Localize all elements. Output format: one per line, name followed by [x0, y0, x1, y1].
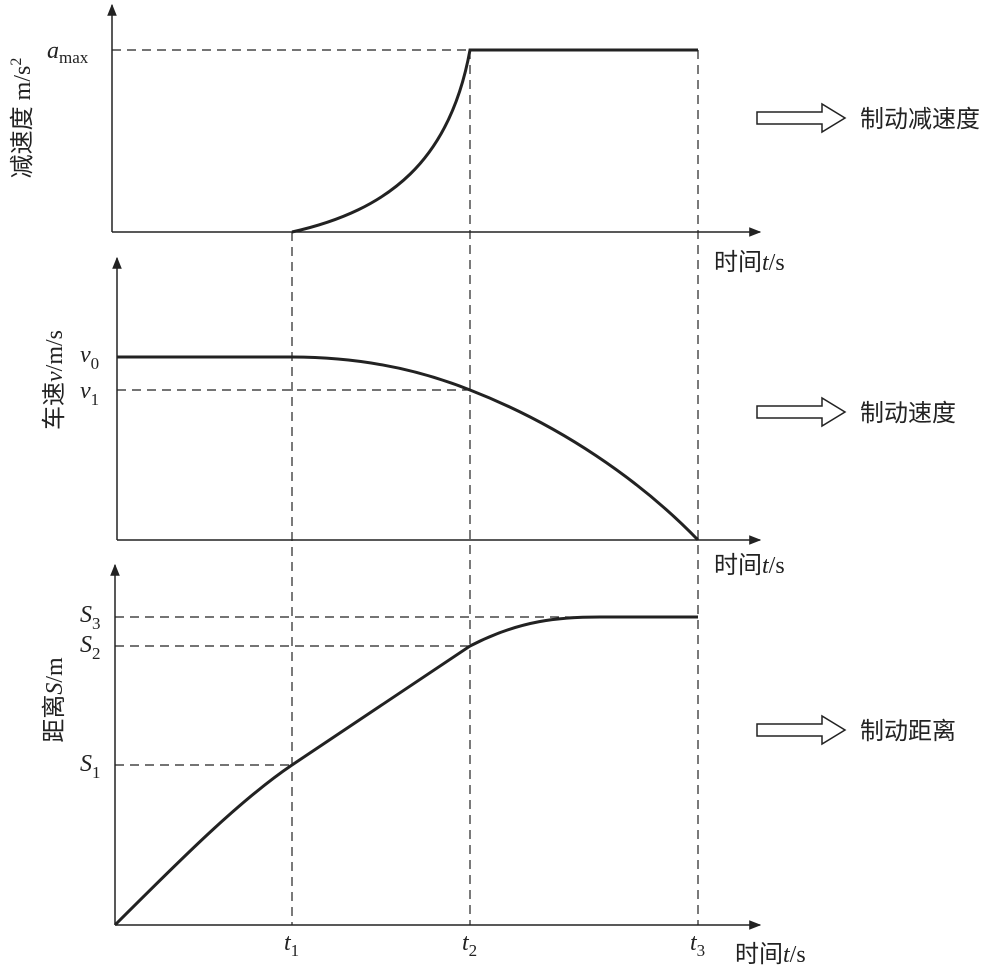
guides: [112, 49, 699, 925]
time-tick: t2: [462, 930, 477, 960]
label-part: S: [80, 602, 92, 628]
label-part: 减速度: [9, 106, 36, 178]
label-part: 1: [291, 941, 300, 960]
y-axis-label: 距离S/m: [41, 657, 68, 743]
label-part: max: [59, 48, 89, 67]
label-part: S: [80, 632, 92, 658]
curves: [113, 48, 700, 927]
label-part: t: [284, 930, 292, 956]
label-part: 3: [697, 941, 706, 960]
label-part: t: [762, 553, 770, 579]
label-part: 0: [91, 354, 100, 373]
label-part: 距离: [41, 695, 68, 743]
label-part: t: [762, 250, 770, 276]
level-label: amax: [47, 38, 89, 67]
axes: [107, 3, 762, 930]
label-part: v: [80, 378, 91, 404]
label-part: /s: [790, 942, 806, 968]
y-axis-label: 减速度 m/s2: [8, 58, 36, 179]
label-part: S: [42, 683, 68, 695]
label-part: 时间: [714, 552, 762, 579]
label-part: a: [47, 38, 59, 64]
label-part: t: [690, 930, 698, 956]
level-label: S3: [80, 602, 101, 633]
time-tick: t1: [284, 930, 299, 960]
x-axis-label: 时间t/s: [735, 941, 806, 968]
y-axis-label: 车速v/m/s: [41, 330, 68, 430]
arrows: [756, 102, 847, 746]
label-part: 1: [91, 390, 100, 409]
level-label: v1: [80, 378, 99, 409]
time-tick: t3: [690, 930, 705, 960]
label-part: t: [783, 942, 791, 968]
label-part: v: [42, 371, 68, 382]
label-part: 时间: [714, 249, 762, 276]
label-part: 2: [8, 58, 25, 66]
level-label: S1: [80, 751, 101, 782]
label-part: 3: [92, 614, 101, 633]
caption: 制动速度: [860, 400, 956, 427]
x-axis-label: 时间t/s: [714, 249, 785, 276]
label-part: v: [80, 342, 91, 368]
caption: 制动减速度: [860, 106, 980, 133]
label-part: 2: [469, 941, 478, 960]
label-part: S: [80, 751, 92, 777]
label-part: /m/s: [42, 330, 68, 371]
label-part: 车速: [41, 382, 68, 430]
x-axis-label: 时间t/s: [714, 552, 785, 579]
level-label: v0: [80, 342, 99, 373]
label-part: /m: [42, 657, 68, 683]
label-part: /s: [769, 553, 785, 579]
label-part: /s: [769, 250, 785, 276]
label-part: 1: [92, 763, 101, 782]
label-part: m/s: [10, 66, 36, 101]
caption: 制动距离: [860, 718, 956, 745]
level-label: S2: [80, 632, 101, 663]
label-part: t: [462, 930, 470, 956]
label-part: 时间: [735, 941, 783, 968]
label-part: 2: [92, 644, 101, 663]
